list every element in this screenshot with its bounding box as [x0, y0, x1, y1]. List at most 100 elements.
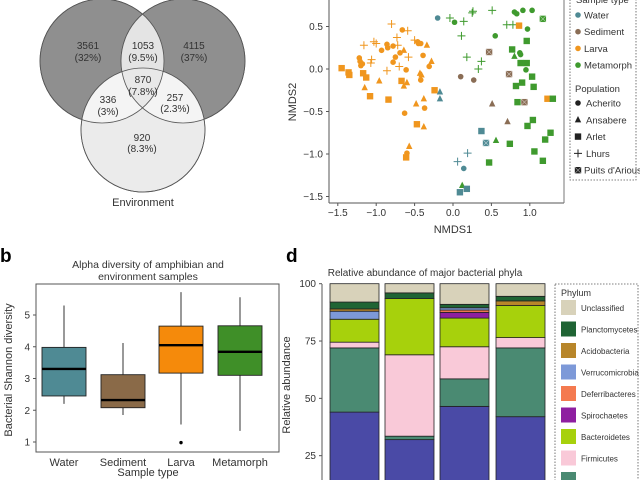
legend-shape-ansabere: [574, 116, 582, 123]
scatter-point-metamorph-acherito: [513, 10, 520, 17]
scatter-y-label: NMDS2: [287, 83, 299, 122]
phylum-label-firmicutes: Firmicutes: [581, 455, 618, 464]
scatter-point-larva-arlet: [431, 87, 438, 94]
phylum-label-unclassified: Unclassified: [581, 304, 624, 313]
scatter-point-metamorph-arlet: [530, 83, 537, 91]
box-water: [41, 305, 87, 404]
legend-label-sediment: Sediment: [584, 27, 624, 38]
scatter-point-larva-arlet: [338, 64, 345, 72]
legend-label-water: Water: [584, 11, 609, 22]
bar-segment-firmicutes: [439, 346, 490, 380]
scatter-point-metamorph-lhurs: [462, 53, 471, 62]
scatter-point-metamorph-acherito: [529, 7, 535, 14]
stacked-title: Relative abundance of major bacterial ph…: [328, 268, 523, 279]
boxplot-y-tick-label: 5: [24, 311, 30, 322]
phylum-label-verrucomicrobia: Verrucomicrobia: [581, 369, 639, 378]
scatter-y-tick-label: 0.0: [309, 65, 323, 76]
scatter-point-larva-lhurs: [382, 66, 391, 75]
legend-swatch-water: [575, 12, 581, 18]
scatter-point-sediment-puits-d-arious: [485, 48, 493, 56]
bar-segment-unclassified: [439, 283, 490, 305]
scatter-point-metamorph-acherito: [517, 51, 524, 58]
scatter-point-larva-arlet: [544, 95, 551, 102]
scatter-point-larva-lhurs: [359, 41, 368, 50]
bar-segment-actinobacteria-teal: [495, 347, 546, 418]
scatter-point-metamorph-arlet: [523, 37, 530, 45]
box-sediment: [100, 342, 146, 416]
scatter-point-water-lhurs: [453, 157, 462, 166]
scatter-point-metamorph-ansabere: [492, 136, 500, 143]
box-iqr: [217, 325, 263, 376]
bar-segment-proteobacteria-bottom: [329, 411, 380, 480]
scatter-point-metamorph-ansabere: [511, 52, 518, 59]
scatter-point-larva-ansabere: [423, 41, 431, 48]
scatter-point-metamorph-arlet: [524, 122, 531, 130]
scatter-point-metamorph-arlet: [514, 98, 521, 106]
scatter-point-larva-acherito: [401, 110, 408, 116]
scatter-point-larva-arlet: [398, 77, 405, 85]
bar-segment-firmicutes: [384, 354, 435, 437]
scatter-point-larva-lhurs: [366, 59, 375, 68]
scatter-point-larva-acherito: [390, 43, 396, 49]
scatter-point-larva-ansabere: [420, 94, 428, 102]
venn-pct-right: (37%): [181, 53, 208, 64]
phylum-swatch-spirochaetes: [561, 407, 576, 423]
scatter-point-larva-acherito: [399, 27, 406, 33]
boxplot-x-label: Sample type: [117, 467, 178, 479]
bar-segment-bacteroidetes: [329, 318, 380, 343]
scatter-point-metamorph-arlet: [518, 79, 526, 86]
boxplot-title-line-1: Alpha diversity of amphibian and: [72, 259, 224, 271]
scatter-point-larva-arlet: [359, 70, 367, 77]
scatter-point-sediment-puits-d-arious: [505, 70, 513, 78]
venn-pct-left: (32%): [75, 53, 102, 64]
scatter-point-larva-acherito: [421, 105, 428, 111]
scatter-x-label: NMDS1: [434, 224, 473, 236]
phylum-legend: Phylum Unclassified Planctomycetes Acidoba…: [554, 283, 639, 480]
phylum-swatch-partial: [561, 472, 576, 480]
bar-segment-firmicutes: [329, 341, 380, 349]
scatter-point-water-lhurs: [463, 149, 472, 158]
box-iqr: [41, 346, 87, 397]
scatter-point-metamorph-arlet: [517, 59, 524, 67]
legend-swatch-larva: [575, 45, 581, 52]
legend-population-title: Population: [575, 84, 620, 95]
legend-sample-type-title: Sample type: [576, 0, 629, 6]
scatter-point-metamorph-acherito: [492, 33, 499, 39]
scatter-legend-box: [569, 0, 637, 181]
legend-shape-puits-d-arious: [574, 166, 582, 174]
bar-segment-unclassified: [384, 283, 435, 294]
venn-overlap-left-env: [81, 68, 164, 123]
legend-label-larva: Larva: [584, 44, 608, 55]
phylum-swatch-deferribacteres: [561, 386, 576, 401]
venn-count-right: 4115: [183, 41, 205, 52]
phylum-swatch-verrucomicrobia: [561, 364, 576, 380]
scatter-point-larva-acherito: [420, 52, 426, 59]
bar-segment-actinobacteria-teal: [384, 435, 435, 441]
bar-segment-proteobacteria-bottom: [495, 416, 546, 480]
stacked-y-tick-label: 75: [305, 337, 317, 348]
scatter-y-tick-label: −0.5: [303, 107, 323, 118]
venn-pct-top-overlap: (9.5%): [128, 53, 157, 64]
venn-count-left: 3561: [77, 41, 100, 52]
phylum-legend-box: [554, 283, 639, 480]
nmds-scatter-plot: 0.5 0.0 −0.5 −1.0 −1.5 −1.5 −1.0 −0.5 0.0 0.5 1.0…: [287, 0, 640, 236]
bar-segment-spirochaetes: [439, 311, 490, 319]
scatter-point-metamorph-lhurs: [477, 57, 486, 66]
legend-label-ansabere: Ansabere: [586, 115, 627, 126]
scatter-point-water-acherito: [434, 15, 441, 21]
stacked-bar-metamorph: [495, 283, 546, 480]
scatter-point-water-arlet: [478, 127, 485, 135]
scatter-y-tick-label: −1.5: [303, 192, 323, 203]
scatter-point-metamorph-acherito: [524, 26, 531, 32]
scatter-point-metamorph-arlet: [529, 116, 537, 124]
scatter-point-larva-acherito: [390, 59, 396, 65]
scatter-x-tick-label: 0.0: [446, 208, 460, 219]
scatter-point-larva-lhurs: [403, 26, 412, 35]
scatter-point-metamorph-acherito: [451, 19, 458, 26]
scatter-point-water-arlet: [456, 189, 464, 196]
scatter-point-larva-acherito: [426, 63, 432, 70]
phylum-legend-title: Phylum: [561, 288, 591, 298]
scatter-point-larva-ansabere: [420, 123, 428, 130]
bar-segment-proteobacteria-bottom: [439, 405, 490, 480]
legend-swatch-sediment: [575, 28, 581, 35]
